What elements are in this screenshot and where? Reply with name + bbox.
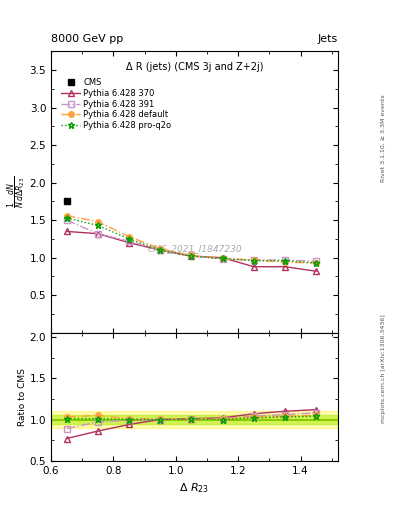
Text: Rivet 3.1.10, ≥ 3.3M events: Rivet 3.1.10, ≥ 3.3M events	[381, 94, 386, 182]
Y-axis label: Ratio to CMS: Ratio to CMS	[18, 368, 27, 426]
Legend: CMS, Pythia 6.428 370, Pythia 6.428 391, Pythia 6.428 default, Pythia 6.428 pro-: CMS, Pythia 6.428 370, Pythia 6.428 391,…	[58, 75, 174, 134]
Y-axis label: $\frac{1}{N}\frac{dN}{d\Delta R_{23}}$: $\frac{1}{N}\frac{dN}{d\Delta R_{23}}$	[6, 176, 28, 208]
X-axis label: $\Delta\ R_{23}$: $\Delta\ R_{23}$	[180, 481, 209, 495]
Text: CMS_2021_I1847230: CMS_2021_I1847230	[147, 244, 242, 253]
Text: 8000 GeV pp: 8000 GeV pp	[51, 33, 123, 44]
Text: Jets: Jets	[318, 33, 338, 44]
Text: Δ R (jets) (CMS 3j and Z+2j): Δ R (jets) (CMS 3j and Z+2j)	[126, 62, 263, 73]
Text: mcplots.cern.ch [arXiv:1306.3436]: mcplots.cern.ch [arXiv:1306.3436]	[381, 314, 386, 423]
Bar	[51, 415, 338, 423]
Bar	[51, 411, 338, 428]
